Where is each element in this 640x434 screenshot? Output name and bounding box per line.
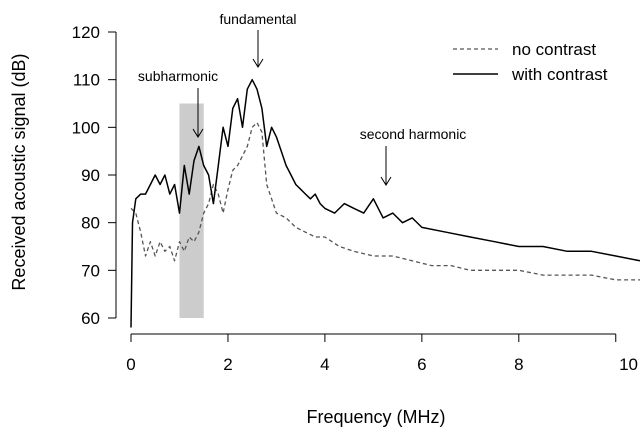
x-axis: 0 2 4 6 8 10 (126, 333, 638, 374)
annotation-label: fundamental (219, 11, 296, 27)
x-tick-label: 10 (619, 355, 638, 374)
subharmonic-band (179, 103, 204, 318)
annotation-label: subharmonic (138, 68, 218, 84)
y-axis-title: Received acoustic signal (dB) (9, 53, 29, 290)
y-tick-label: 100 (72, 118, 100, 137)
series-layer (130, 78, 640, 328)
annotation-label: second harmonic (360, 126, 467, 142)
x-tick-label: 6 (417, 355, 426, 374)
x-ticks: 0 2 4 6 8 10 (126, 334, 638, 374)
y-tick-label: 60 (81, 309, 100, 328)
y-ticks: 60 70 80 90 100 110 120 (72, 23, 116, 328)
y-tick-label: 70 (81, 261, 100, 280)
x-axis-title: Frequency (MHz) (306, 407, 445, 427)
y-tick-label: 120 (72, 23, 100, 42)
annotation-arrow-head (192, 128, 204, 138)
annotation-arrow-head (380, 176, 392, 186)
annotations: fundamental subharmonic second harmonic (138, 11, 467, 186)
series-line-no-contrast (130, 121, 640, 281)
series-line-with-contrast (130, 78, 640, 328)
y-tick-label: 110 (73, 71, 100, 90)
x-tick-label: 8 (514, 355, 523, 374)
legend: no contrast with contrast (453, 40, 608, 84)
x-tick-label: 2 (223, 355, 232, 374)
x-tick-label: 0 (126, 355, 135, 374)
legend-label: no contrast (512, 40, 596, 59)
annotation-arrow-head (252, 58, 264, 68)
y-tick-label: 90 (81, 166, 100, 185)
y-axis: 60 70 80 90 100 110 120 (72, 23, 117, 328)
y-tick-label: 80 (81, 214, 100, 233)
x-tick-label: 4 (320, 355, 329, 374)
shaded-region-layer (179, 103, 204, 318)
legend-label: with contrast (511, 65, 608, 84)
